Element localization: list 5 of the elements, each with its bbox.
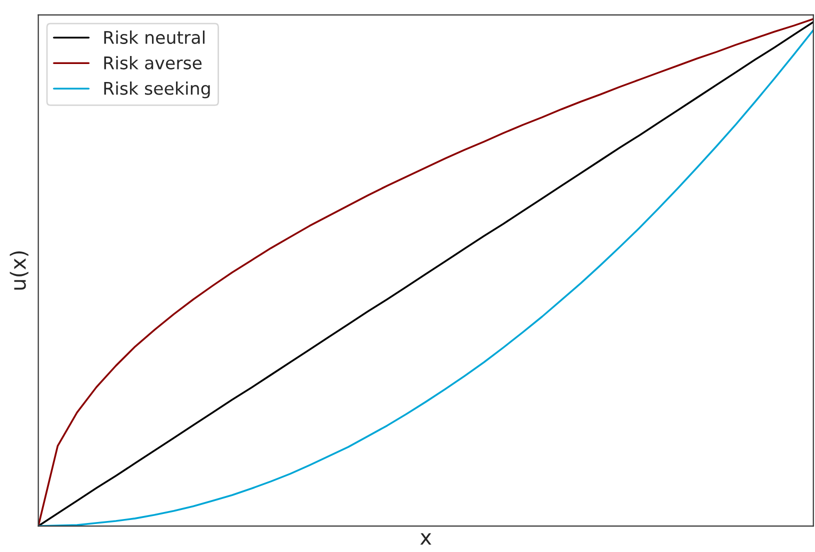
x-axis-title: x — [420, 533, 432, 545]
y-axis-title: u(x) — [10, 251, 28, 290]
legend-label: Risk averse — [104, 56, 202, 70]
legend-label: Risk seeking — [104, 81, 210, 98]
legend-label: Risk neutral — [104, 30, 205, 44]
